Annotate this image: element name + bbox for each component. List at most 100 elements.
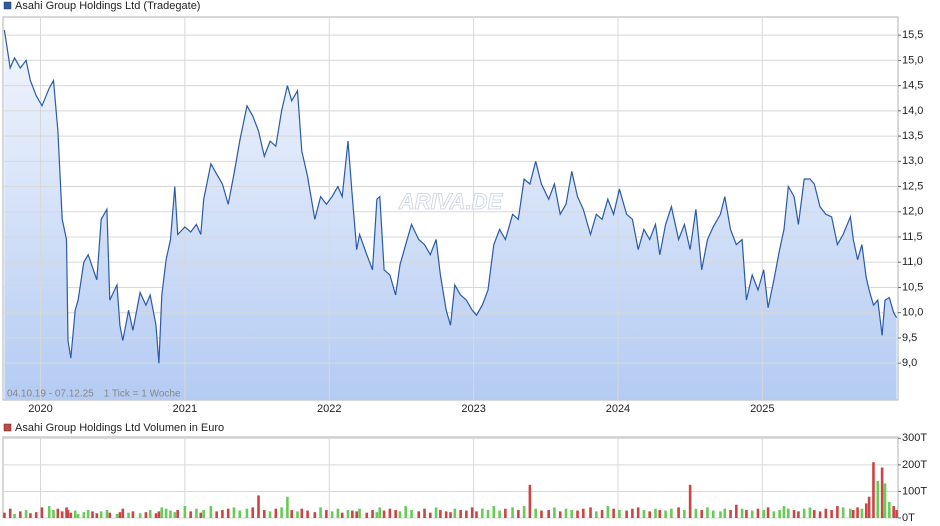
y-tick-label: 12,5: [902, 180, 923, 192]
volume-bar: [351, 510, 354, 518]
volume-bar: [169, 510, 172, 518]
volume-bar: [251, 507, 255, 518]
volume-bar: [880, 467, 884, 518]
y-tick-label: 12,0: [902, 206, 923, 218]
volume-bar: [274, 508, 278, 518]
y-tick-label: 300T: [902, 432, 927, 444]
volume-bar: [221, 510, 224, 518]
volume-bar: [453, 508, 457, 518]
volume-bar: [439, 510, 442, 518]
volume-bar: [528, 484, 532, 518]
volume-bar: [888, 502, 891, 518]
volume-bar: [553, 507, 556, 518]
volume-bar: [892, 506, 895, 518]
volume-bar: [157, 511, 161, 518]
volume-bar: [856, 507, 859, 518]
volume-bar: [449, 512, 452, 518]
volume-bar: [286, 496, 289, 518]
volume-bar: [818, 511, 822, 518]
volume-bar: [830, 510, 833, 518]
y-tick-label: 13,0: [902, 155, 923, 167]
x-tick-label: 2025: [750, 403, 774, 415]
volume-bar: [19, 511, 22, 518]
volume-bar: [300, 508, 304, 518]
x-tick-label: 2020: [28, 403, 52, 415]
volume-bar: [118, 512, 122, 518]
area-fill: [4, 30, 897, 400]
volume-bar: [547, 510, 550, 518]
volume-bar: [176, 510, 179, 518]
y-tick-label: 9,0: [902, 357, 917, 369]
volume-bar: [202, 510, 205, 518]
volume-bar: [371, 510, 374, 518]
price-line: [3, 30, 898, 364]
y-tick-label: 11,5: [902, 231, 923, 243]
volume-bar: [69, 512, 73, 518]
volume-bar: [131, 511, 135, 518]
volume-bar: [475, 511, 478, 518]
volume-bar: [410, 510, 413, 518]
y-tick-label: 14,5: [902, 80, 923, 92]
volume-bar: [378, 507, 382, 518]
legend-swatch: [3, 423, 12, 432]
volume-bar: [600, 510, 604, 518]
volume-bar: [540, 510, 543, 518]
volume-bar: [290, 510, 294, 518]
volume-bar: [127, 512, 130, 518]
volume-bar: [209, 506, 213, 518]
volume-bar: [262, 510, 266, 518]
volume-bar: [319, 507, 322, 518]
volume-bar: [504, 508, 507, 518]
volume-bar: [434, 507, 438, 518]
volume-bar: [658, 510, 662, 518]
volume-bar: [268, 511, 272, 518]
volume-bar: [841, 507, 845, 518]
volume-bar: [65, 507, 68, 518]
volume-bar: [330, 511, 334, 518]
volume-bar: [517, 510, 520, 518]
volume-bar: [40, 507, 44, 518]
volume-bar: [238, 510, 242, 518]
volume-bar: [444, 511, 448, 518]
volume-bar: [115, 514, 119, 518]
volume-bar: [160, 507, 164, 518]
volume-bar: [654, 508, 657, 518]
volume-bar: [164, 508, 168, 518]
volume-bar: [173, 512, 177, 518]
volume-bar: [729, 510, 732, 518]
volume-bar: [642, 510, 646, 518]
volume-bar: [215, 511, 218, 518]
volume-bar: [745, 510, 748, 518]
volume-bar: [13, 514, 16, 518]
volume-bar: [677, 507, 680, 518]
annotation: 1 Tick = 1 Woche: [104, 389, 181, 400]
volume-bar: [34, 512, 38, 518]
volume-bar: [772, 511, 776, 518]
volume-bar: [29, 513, 32, 518]
plot-frame: [2, 436, 899, 519]
volume-bar: [398, 511, 402, 518]
volume-bar: [851, 510, 855, 518]
volume-bar: [95, 513, 99, 518]
volume-bar: [394, 510, 397, 518]
volume-bar: [325, 510, 328, 518]
volume-bar: [8, 508, 12, 518]
volume-bar: [797, 511, 800, 518]
volume-bar: [756, 508, 760, 518]
volume-bar: [346, 510, 350, 518]
volume-bar: [60, 511, 64, 518]
volume-bar: [782, 506, 786, 518]
volume-bar: [86, 510, 90, 518]
volume-bar: [706, 507, 709, 518]
volume-bar: [836, 506, 839, 518]
volume-bar: [670, 508, 673, 518]
volume-bar: [606, 506, 610, 518]
x-tick-label: 2021: [173, 403, 197, 415]
volume-bar: [694, 508, 698, 518]
volume-bar: [867, 496, 871, 518]
volume-bar: [895, 510, 898, 518]
volume-bar: [802, 508, 806, 518]
y-tick-label: 15,5: [902, 29, 923, 41]
volume-bar: [76, 514, 80, 518]
